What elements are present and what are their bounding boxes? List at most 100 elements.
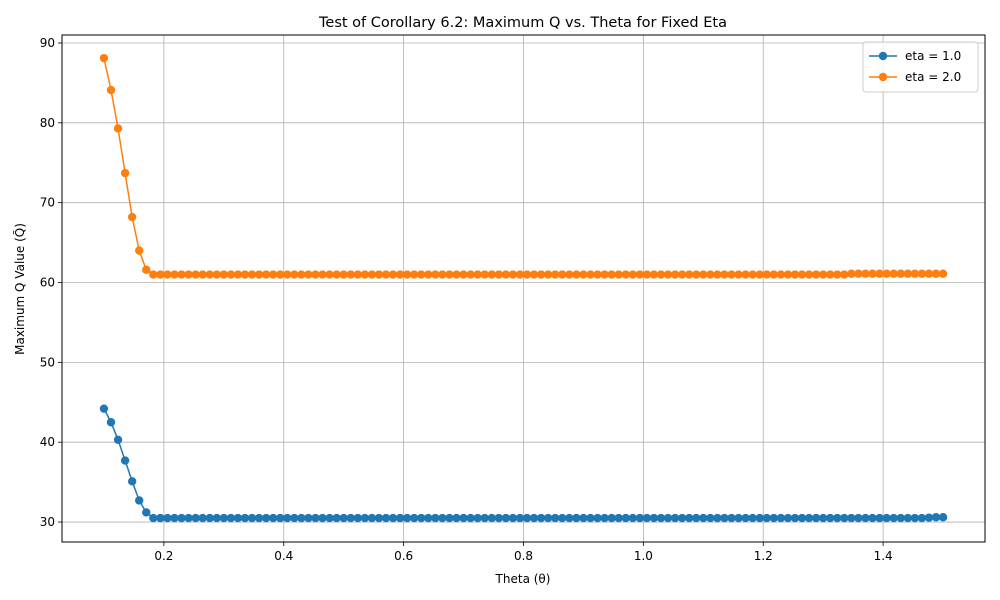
data-point bbox=[120, 456, 130, 465]
data-point bbox=[720, 513, 729, 523]
data-point bbox=[113, 435, 123, 444]
data-point bbox=[304, 513, 313, 523]
data-point bbox=[374, 513, 384, 523]
data-point bbox=[861, 269, 870, 278]
data-point bbox=[635, 513, 645, 523]
data-point bbox=[247, 513, 257, 523]
data-point bbox=[325, 270, 334, 279]
y-tick-label: 30 bbox=[40, 515, 55, 529]
data-point bbox=[431, 513, 440, 523]
data-point bbox=[170, 513, 179, 523]
data-point bbox=[917, 269, 927, 278]
data-point bbox=[649, 270, 659, 279]
data-point bbox=[508, 270, 518, 279]
data-point bbox=[628, 513, 637, 523]
data-point bbox=[261, 270, 271, 279]
y-axis-label: Maximum Q Value (Q̃) bbox=[13, 223, 27, 355]
x-tick-label: 0.6 bbox=[394, 549, 413, 563]
data-point bbox=[318, 513, 327, 523]
data-point bbox=[621, 270, 630, 279]
legend-label: eta = 2.0 bbox=[905, 70, 961, 84]
data-point bbox=[621, 513, 630, 523]
grid-layer bbox=[62, 35, 985, 542]
data-point bbox=[290, 270, 299, 279]
data-point bbox=[290, 513, 299, 523]
data-point bbox=[466, 513, 475, 523]
data-point bbox=[868, 513, 877, 523]
data-point bbox=[565, 513, 574, 523]
chart-title: Test of Corollary 6.2: Maximum Q vs. The… bbox=[318, 15, 727, 31]
data-point bbox=[706, 270, 715, 279]
data-point bbox=[353, 513, 362, 523]
data-point bbox=[113, 124, 123, 133]
data-point bbox=[685, 270, 694, 279]
data-point bbox=[522, 270, 532, 279]
data-point bbox=[938, 269, 948, 278]
data-point bbox=[487, 270, 496, 279]
data-point bbox=[818, 270, 828, 279]
y-tick-label: 40 bbox=[40, 435, 55, 449]
legend-box bbox=[862, 41, 979, 93]
data-point bbox=[551, 513, 560, 523]
x-tick-label: 1.0 bbox=[634, 549, 653, 563]
data-point bbox=[804, 270, 814, 279]
data-point bbox=[205, 270, 214, 279]
data-point bbox=[741, 513, 750, 523]
data-point bbox=[346, 513, 355, 523]
data-point bbox=[720, 270, 729, 279]
data-point bbox=[804, 513, 814, 523]
data-point bbox=[480, 513, 489, 523]
series-1 bbox=[99, 404, 948, 523]
x-tick-label: 1.2 bbox=[754, 549, 773, 563]
data-point bbox=[741, 270, 750, 279]
data-point bbox=[297, 513, 306, 523]
data-point bbox=[826, 513, 835, 523]
data-point bbox=[106, 85, 116, 95]
data-point bbox=[106, 418, 116, 427]
data-point bbox=[727, 513, 736, 523]
data-point bbox=[826, 270, 835, 279]
data-point bbox=[142, 508, 151, 517]
data-point bbox=[410, 270, 419, 279]
data-point bbox=[607, 270, 616, 279]
data-point bbox=[713, 270, 722, 279]
data-point bbox=[790, 270, 800, 279]
data-point bbox=[276, 270, 285, 279]
data-point bbox=[212, 270, 221, 279]
data-point bbox=[135, 496, 144, 505]
data-point bbox=[783, 270, 793, 279]
data-point bbox=[515, 270, 525, 279]
data-point bbox=[247, 270, 257, 279]
data-point bbox=[360, 513, 370, 523]
data-point bbox=[177, 513, 186, 523]
data-point bbox=[776, 513, 786, 523]
data-point bbox=[543, 513, 553, 523]
legend-swatch-marker bbox=[878, 51, 888, 61]
data-point bbox=[325, 513, 334, 523]
data-point bbox=[395, 270, 405, 279]
data-point bbox=[494, 270, 504, 279]
tick-layer: 0.2 0.4 0.6 0.8 1.0 1.2 1.4 30 40 50 60 70 80 90 bbox=[40, 36, 893, 563]
legend: eta = 1.0 eta = 2.0 bbox=[862, 41, 979, 93]
data-point bbox=[268, 270, 278, 279]
data-point bbox=[924, 513, 934, 522]
data-point bbox=[783, 513, 793, 523]
data-point bbox=[402, 270, 412, 279]
data-point bbox=[840, 513, 849, 523]
data-point bbox=[177, 270, 186, 279]
data-point bbox=[431, 270, 440, 279]
data-point bbox=[522, 513, 532, 523]
data-point bbox=[536, 513, 546, 523]
data-point bbox=[748, 270, 757, 279]
data-point bbox=[184, 513, 193, 523]
data-point bbox=[529, 270, 539, 279]
x-tick-label: 0.4 bbox=[274, 549, 293, 563]
data-point bbox=[903, 269, 912, 278]
data-point bbox=[367, 513, 377, 523]
data-point bbox=[367, 270, 377, 279]
data-point bbox=[381, 270, 391, 279]
data-point bbox=[931, 513, 941, 522]
data-point bbox=[868, 269, 877, 278]
data-point bbox=[226, 270, 236, 279]
data-point bbox=[882, 513, 891, 523]
